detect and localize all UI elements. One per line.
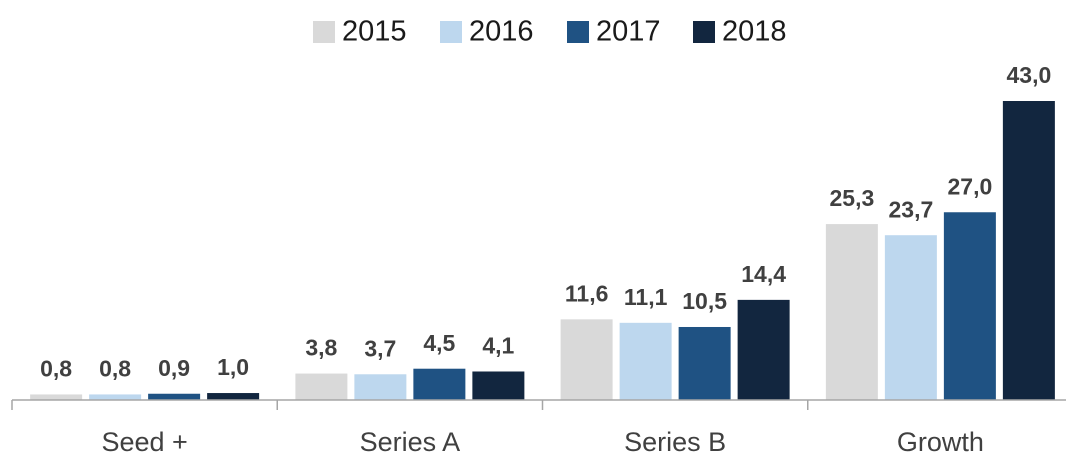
bar: [678, 326, 731, 400]
legend-label: 2015: [342, 16, 407, 48]
x-tick-label: Growth: [897, 427, 984, 457]
value-label: 0,8: [40, 356, 72, 382]
value-label: 4,1: [482, 333, 514, 359]
legend-swatch: [440, 21, 462, 43]
legend-swatch: [567, 21, 589, 43]
bar: [413, 368, 466, 400]
bar: [89, 394, 142, 400]
bar: [560, 319, 613, 400]
value-label: 1,0: [217, 354, 249, 380]
value-label: 14,4: [741, 261, 786, 287]
x-tick-label: Series B: [624, 427, 726, 457]
value-label: 4,5: [423, 330, 455, 356]
bar: [148, 393, 201, 400]
bar: [825, 224, 878, 400]
bar: [354, 374, 407, 400]
bar: [1002, 101, 1055, 400]
x-tick-label: Series A: [360, 427, 461, 457]
value-label: 23,7: [888, 196, 933, 222]
value-label: 0,8: [99, 356, 131, 382]
value-label: 3,7: [364, 335, 396, 361]
legend-swatch: [693, 21, 715, 43]
value-label: 43,0: [1006, 62, 1051, 88]
bar: [737, 299, 790, 400]
bar: [943, 212, 996, 400]
value-label: 3,8: [305, 335, 337, 361]
legend-label: 2018: [722, 16, 787, 48]
legend-label: 2017: [596, 16, 661, 48]
value-label: 10,5: [682, 288, 727, 314]
value-label: 11,1: [624, 284, 668, 310]
bar: [472, 371, 525, 400]
bar: [619, 322, 672, 400]
value-label: 11,6: [565, 280, 609, 306]
value-label: 0,9: [158, 355, 190, 381]
bar: [884, 235, 937, 400]
value-label: 25,3: [829, 185, 874, 211]
legend-swatch: [313, 21, 335, 43]
legend-label: 2016: [469, 16, 534, 48]
bar: [207, 393, 260, 400]
bar: [30, 394, 83, 400]
bar: [295, 373, 348, 400]
x-tick-label: Seed +: [101, 427, 187, 457]
value-label: 27,0: [947, 173, 992, 199]
